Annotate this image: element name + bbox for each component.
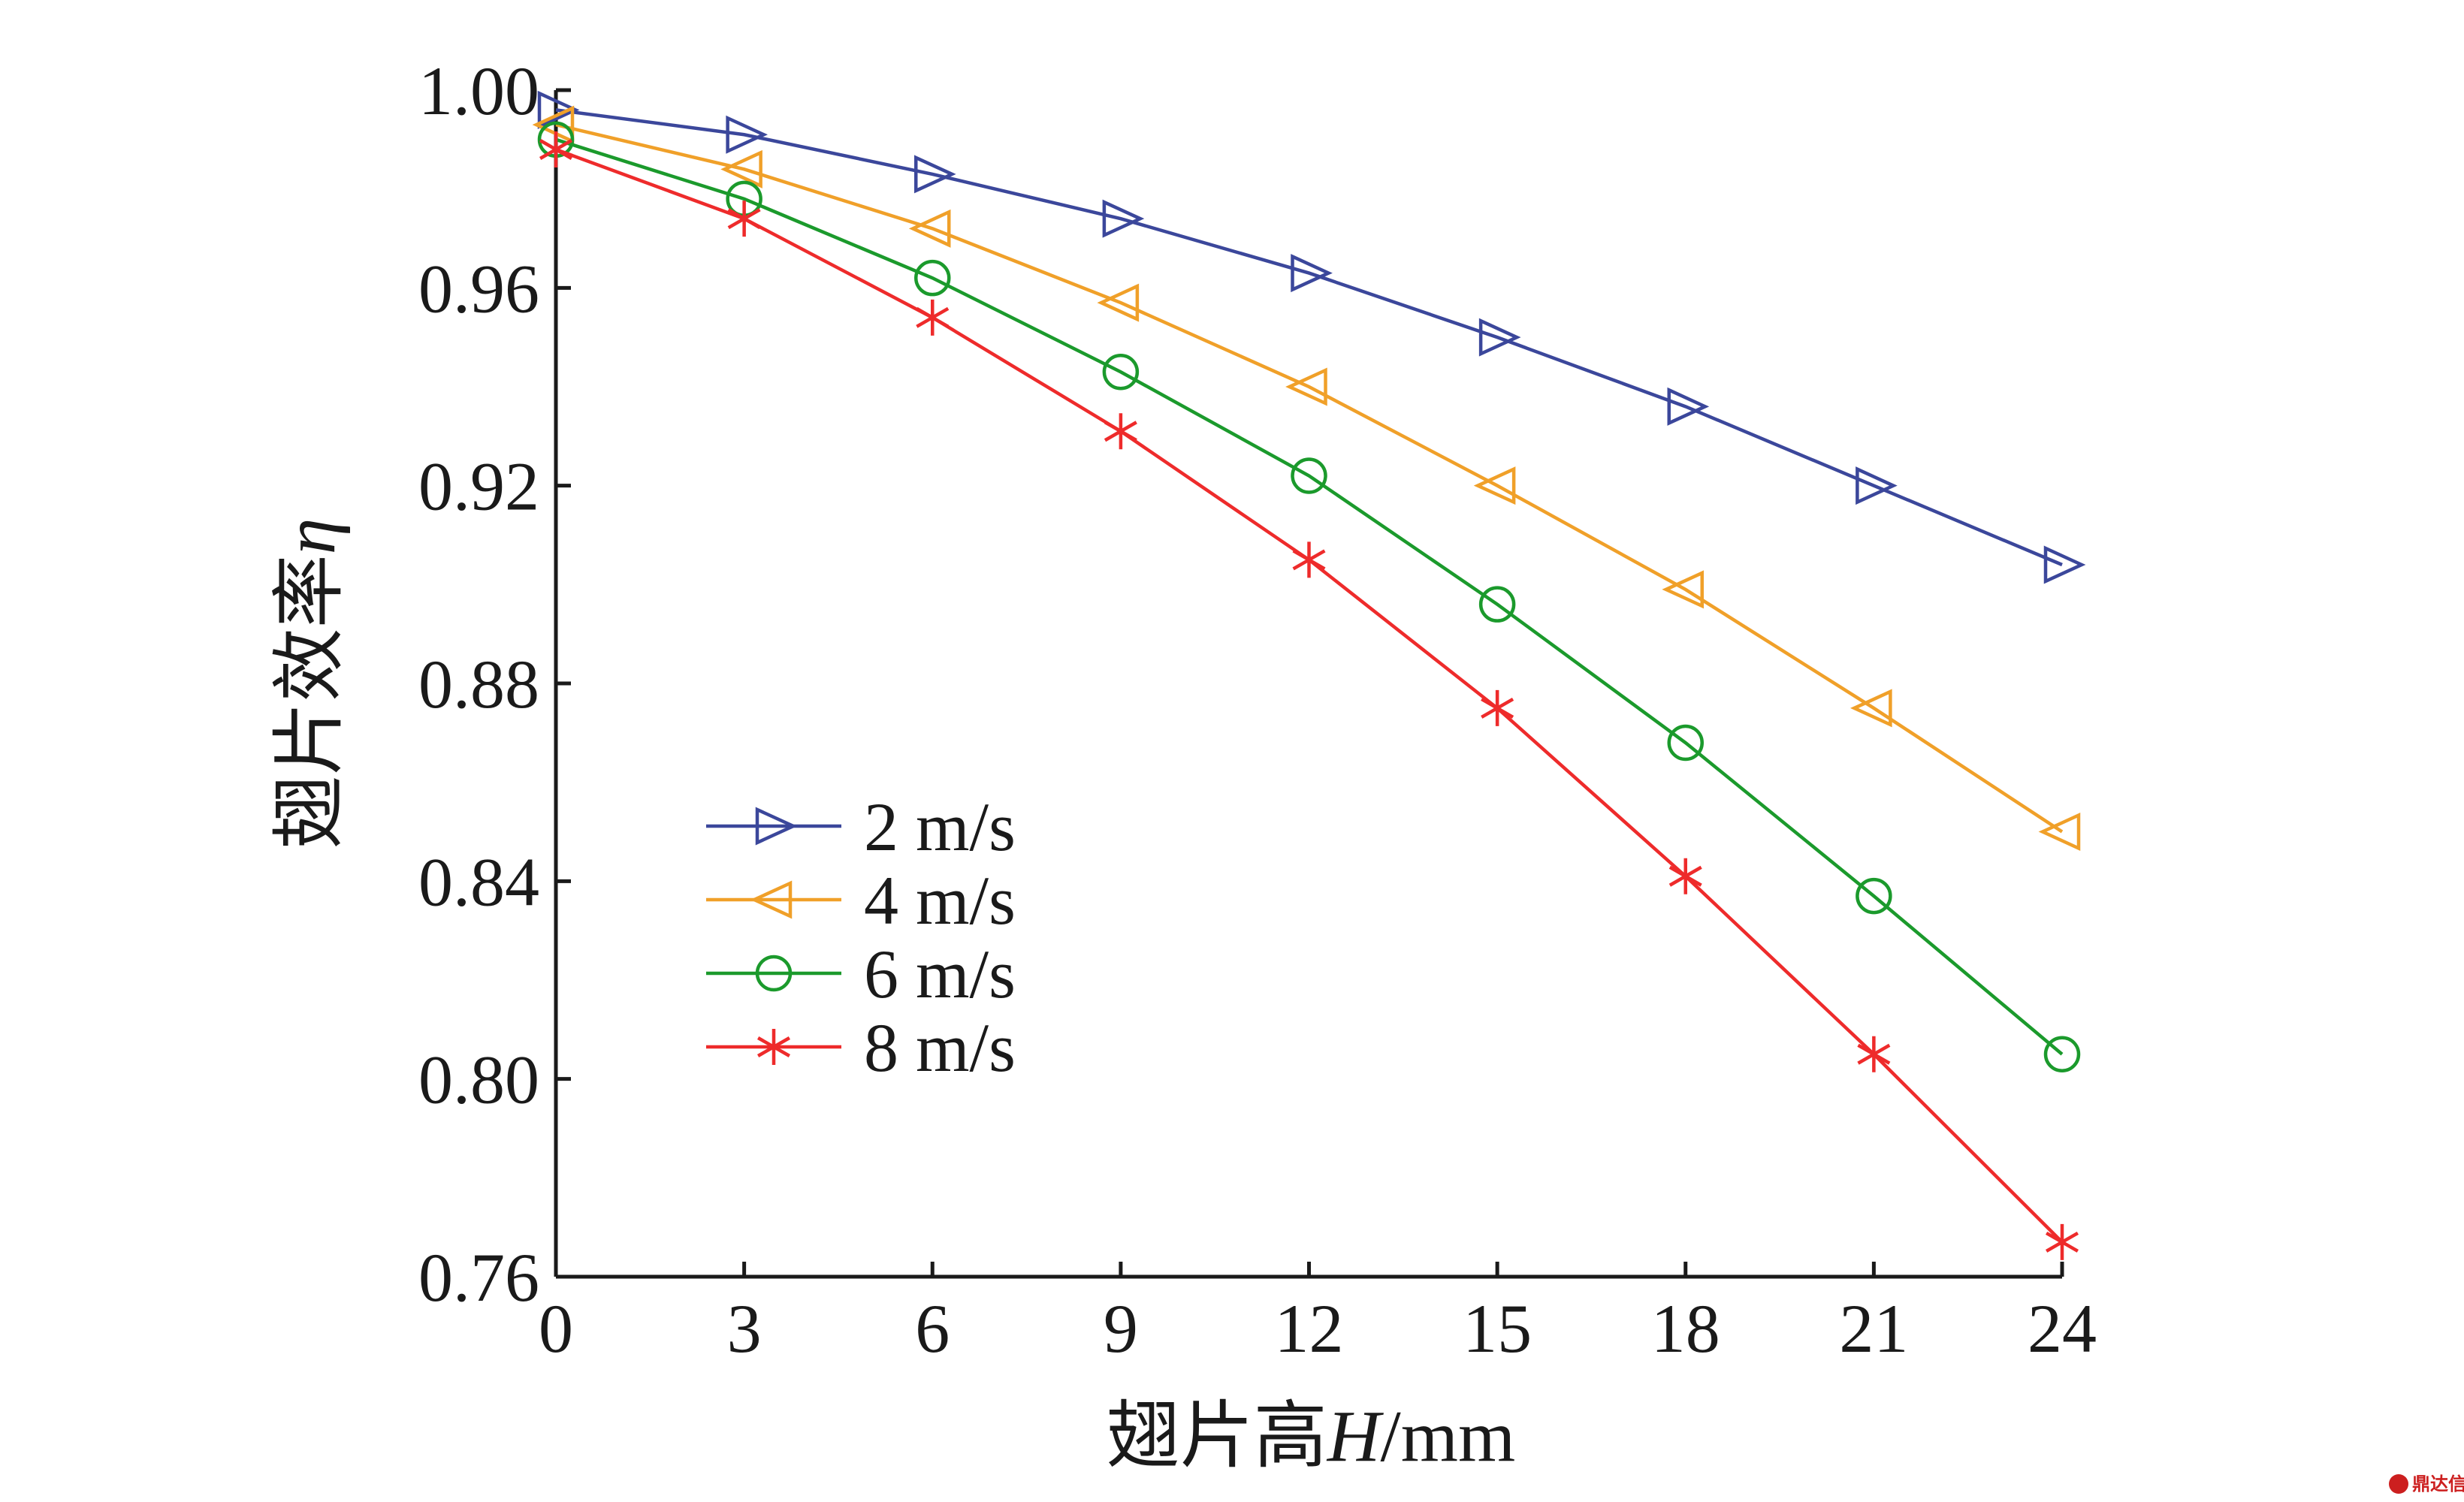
x-tick-label: 12 [1275, 1290, 1344, 1367]
data-point [1097, 283, 1140, 322]
data-point [726, 115, 768, 154]
legend-marker [755, 955, 793, 992]
data-point [537, 90, 580, 129]
legend-item: 2 m/s [706, 789, 1016, 865]
y-tick-label: 0.92 [418, 448, 539, 525]
legend: 2 m/s4 m/s6 m/s8 m/s [706, 789, 1016, 1086]
data-point [1292, 541, 1326, 578]
series-line [555, 122, 2064, 834]
series-0 [537, 90, 2086, 584]
data-point [1478, 586, 1516, 623]
x-tick-label: 3 [727, 1290, 762, 1367]
watermark: 鼎达信 [2389, 1473, 2464, 1494]
x-tick-label: 18 [1651, 1290, 1720, 1367]
series-line [555, 108, 2063, 567]
x-tick-label: 15 [1463, 1290, 1532, 1367]
data-point [916, 299, 950, 336]
data-point [1850, 689, 1892, 728]
data-point [1291, 457, 1327, 494]
data-point [2043, 1036, 2081, 1072]
series-3 [539, 131, 2079, 1260]
legend-marker [756, 1029, 791, 1065]
legend-label: 8 m/s [864, 1009, 1016, 1086]
data-point [1668, 858, 1702, 894]
data-point [1104, 413, 1137, 450]
x-tick-label: 6 [915, 1290, 950, 1367]
data-point [1857, 1036, 1891, 1072]
data-point [1102, 354, 1140, 391]
series-line [555, 137, 2064, 1056]
watermark-text: 鼎达信 [2412, 1473, 2464, 1494]
data-point [1478, 318, 1521, 357]
x-axis-title: 翅片高H/mm [1107, 1396, 1515, 1477]
data-point [2038, 812, 2081, 852]
legend-label: 2 m/s [864, 789, 1016, 865]
y-tick-label: 0.88 [418, 646, 539, 722]
x-tick-label: 24 [2028, 1290, 2097, 1367]
data-point [908, 209, 951, 248]
watermark-logo-icon [2389, 1474, 2408, 1494]
data-point [2045, 1223, 2079, 1260]
data-point [914, 155, 956, 194]
legend-item: 4 m/s [706, 862, 1016, 939]
y-tick-label: 1.00 [418, 53, 539, 129]
data-point [1662, 570, 1704, 609]
data-point [1667, 724, 1704, 762]
x-tick-label: 0 [539, 1290, 573, 1367]
data-point [1291, 254, 1333, 293]
legend-label: 6 m/s [864, 936, 1016, 1012]
x-tick-label: 9 [1104, 1290, 1138, 1367]
y-axis-title: 翅片效率η [270, 518, 351, 849]
y-tick-label: 0.76 [418, 1239, 539, 1316]
data-point [1285, 367, 1327, 406]
legend-marker [750, 880, 793, 919]
y-tick-label: 0.80 [418, 1042, 539, 1118]
legend-marker [755, 807, 798, 846]
y-tick-label: 0.84 [418, 843, 539, 920]
series-1 [532, 105, 2081, 852]
legend-item: 6 m/s [706, 936, 1016, 1012]
data-point [1856, 466, 1898, 505]
data-point [2043, 545, 2086, 584]
data-point [1102, 199, 1145, 238]
legend-label: 4 m/s [864, 862, 1016, 939]
data-point [914, 259, 951, 297]
legend-item: 8 m/s [706, 1009, 1016, 1086]
data-point [727, 201, 761, 237]
data-point [1667, 387, 1710, 426]
data-point [539, 131, 573, 167]
series-layer [532, 90, 2086, 1260]
data-point [1473, 466, 1516, 505]
y-tick-label: 0.96 [418, 250, 539, 327]
series-line [555, 147, 2064, 1244]
data-point [1856, 877, 1892, 915]
x-ticks: 0 3 6 9 12 15 18 21 24 [539, 1262, 2097, 1367]
y-ticks: 0.76 0.80 0.84 0.88 0.92 0.96 1.00 [418, 53, 571, 1316]
data-point [720, 149, 762, 189]
x-tick-label: 21 [1839, 1290, 1908, 1367]
data-point [1481, 689, 1514, 726]
